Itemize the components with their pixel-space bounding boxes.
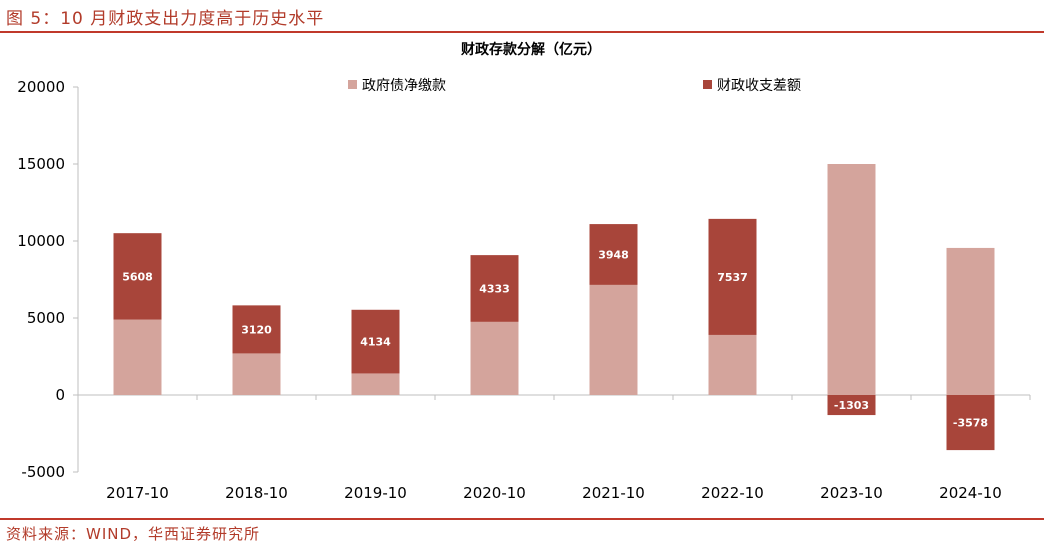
- bar-fiscal-balance: [113, 233, 162, 320]
- bar-gov-debt: [113, 319, 162, 395]
- bar-gov-debt: [827, 164, 876, 395]
- bar-fiscal-balance: [708, 218, 757, 335]
- x-tick-label: 2018-10: [225, 484, 288, 502]
- y-tick-label: 15000: [17, 155, 65, 173]
- legend-swatch-fiscal-balance: [703, 80, 712, 89]
- bar-fiscal-balance: [232, 305, 281, 354]
- data-label: 3120: [241, 323, 272, 336]
- bar-gov-debt: [232, 353, 281, 395]
- y-tick-label: -5000: [21, 463, 65, 481]
- bottom-divider: [0, 518, 1044, 520]
- data-label: 4333: [479, 282, 510, 295]
- x-tick-label: 2023-10: [820, 484, 883, 502]
- y-tick-label: 0: [55, 386, 65, 404]
- source-note: 资料来源：WIND，华西证券研究所: [6, 525, 261, 543]
- data-labels: 5608 3120 4134 4333 3948 7537 -1303 -3578: [122, 248, 988, 429]
- x-tick-label: 2021-10: [582, 484, 645, 502]
- legend-label-gov-debt: 政府债净缴款: [362, 78, 446, 94]
- bars: [113, 164, 995, 451]
- bar-fiscal-balance: [827, 395, 876, 416]
- bar-gov-debt: [946, 247, 995, 395]
- data-label: 3948: [598, 248, 629, 261]
- legend: 政府债净缴款 财政收支差额: [348, 78, 801, 94]
- top-divider: [0, 31, 1044, 33]
- x-tick-label: 2020-10: [463, 484, 526, 502]
- x-tick-label: 2022-10: [701, 484, 764, 502]
- x-tick-label: 2017-10: [106, 484, 169, 502]
- bar-gov-debt: [589, 284, 638, 395]
- y-tick-label: 20000: [17, 78, 65, 96]
- figure-title: 图 5：10 月财政支出力度高于历史水平: [6, 9, 325, 29]
- bar-fiscal-balance: [470, 255, 519, 322]
- x-tick-label: 2024-10: [939, 484, 1002, 502]
- data-label: -3578: [953, 417, 988, 430]
- legend-label-fiscal-balance: 财政收支差额: [717, 78, 801, 94]
- bar-fiscal-balance: [589, 224, 638, 285]
- data-label: 7537: [717, 271, 748, 284]
- chart-title: 财政存款分解（亿元）: [460, 41, 601, 58]
- axes: -5000 0 5000 10000 15000 20000 2017-10 2018-10 2…: [17, 78, 1031, 502]
- data-label: -1303: [834, 399, 869, 412]
- bar-fiscal-balance: [946, 395, 995, 451]
- data-label: 5608: [122, 270, 153, 283]
- legend-swatch-gov-debt: [348, 80, 357, 89]
- data-label: 4134: [360, 336, 391, 349]
- bar-fiscal-balance: [351, 309, 400, 374]
- bar-gov-debt: [708, 334, 757, 395]
- y-tick-label: 5000: [27, 309, 65, 327]
- y-tick-label: 10000: [17, 232, 65, 250]
- bar-gov-debt: [351, 373, 400, 395]
- bar-gov-debt: [470, 321, 519, 395]
- x-tick-label: 2019-10: [344, 484, 407, 502]
